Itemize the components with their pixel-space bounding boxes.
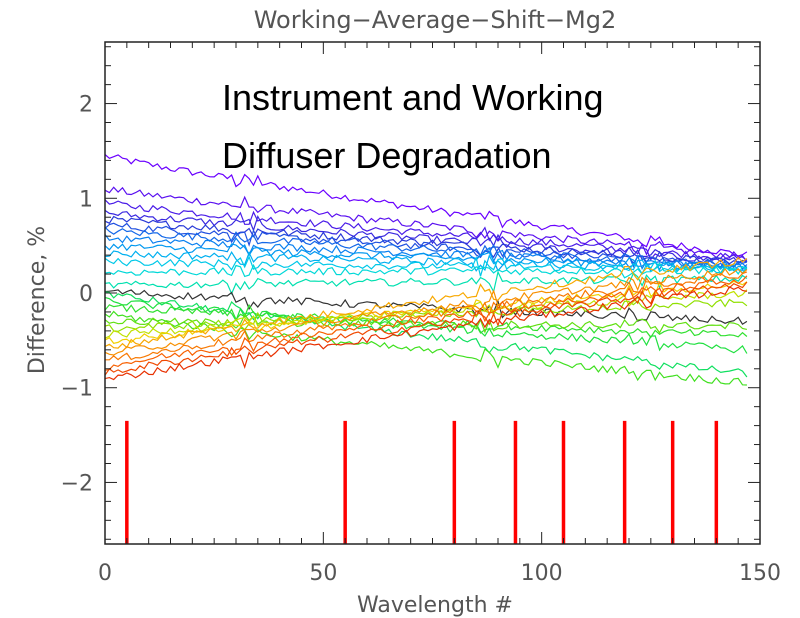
series-line-12: [104, 270, 748, 296]
x-tick-label: 50: [309, 561, 337, 586]
chart-title: Working−Average−Shift−Mg2: [254, 6, 617, 34]
y-axis-label: Difference, %: [25, 226, 50, 374]
series-line-8: [104, 243, 748, 273]
x-tick-label: 150: [739, 561, 781, 586]
series-line-4: [104, 215, 747, 265]
y-tick-label: 0: [79, 282, 93, 307]
series-line-24: [105, 271, 748, 361]
y-tick-label: 2: [79, 93, 93, 118]
series-layer: [104, 154, 748, 386]
y-tick-label: 1: [79, 187, 93, 212]
series-line-10: [104, 255, 748, 277]
series-line-6: [104, 226, 748, 270]
y-tick-label: −1: [61, 377, 93, 402]
tick-layer: 0 50 100 150 2 1 0 −1 −2: [61, 42, 781, 586]
plot-frame: [104, 41, 761, 545]
series-line-26: [104, 281, 748, 376]
marker-layer: [125, 420, 719, 544]
series-line-1: [104, 186, 748, 261]
series-line-9: [104, 250, 748, 272]
series-line-22: [104, 256, 748, 349]
x-axis-label: Wavelength #: [357, 593, 513, 618]
series-line-25: [104, 275, 748, 371]
series-line-17: [104, 310, 747, 386]
series-line-2: [104, 199, 748, 263]
x-tick-label: 0: [98, 561, 112, 586]
series-line-0: [104, 154, 748, 257]
series-line-19: [104, 298, 748, 333]
annotation-line-1: Instrument and Working: [222, 77, 604, 118]
series-line-27: [104, 286, 748, 381]
series-line-18: [104, 313, 748, 334]
series-line-23: [104, 267, 748, 356]
series-line-11: [104, 262, 748, 279]
y-tick-label: −2: [61, 471, 93, 496]
annotation-line-2: Diffuser Degradation: [222, 135, 552, 176]
x-tick-label: 100: [521, 561, 563, 586]
series-line-15: [104, 296, 748, 354]
